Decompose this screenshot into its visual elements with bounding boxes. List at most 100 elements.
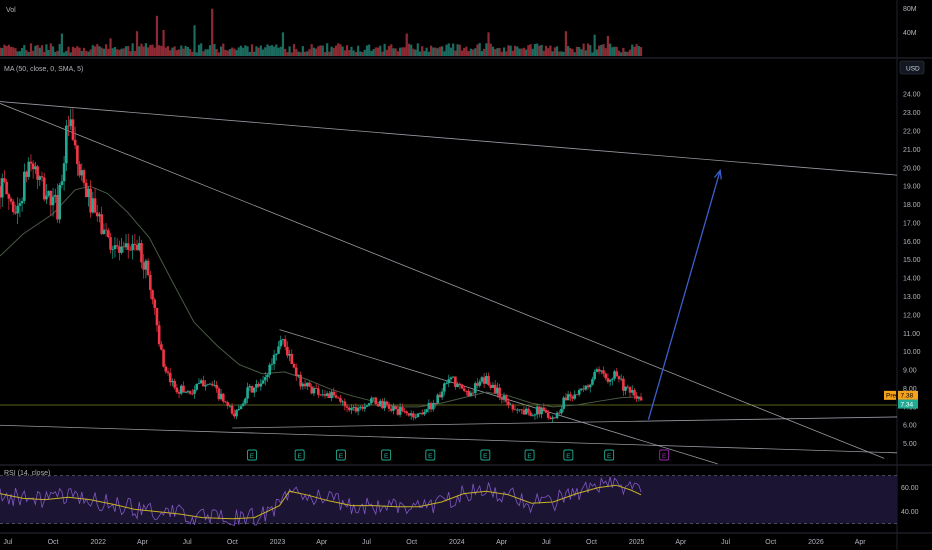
candle-body [38, 176, 42, 180]
rsi-indicator-label[interactable]: RSI (14, close) [4, 470, 50, 477]
candle-body [118, 246, 121, 253]
x-tick-label: Apr [316, 539, 328, 546]
candle-body [509, 404, 512, 406]
volume-bar [460, 50, 464, 56]
volume-bar [34, 45, 37, 56]
volume-bar [480, 51, 483, 56]
volume-bar [478, 43, 481, 56]
volume-bar [270, 45, 273, 56]
candle-body [210, 383, 214, 386]
candle-body [69, 119, 73, 126]
volume-bar [352, 50, 355, 56]
candle-body [155, 307, 159, 326]
volume-bar [436, 48, 439, 56]
volume-bar [116, 49, 119, 56]
candle-body [179, 385, 183, 394]
candle-body [40, 176, 44, 178]
pre-market-price-value: 7.38 [901, 393, 914, 400]
candle-body [418, 412, 422, 414]
candle-body [564, 397, 568, 401]
volume-bar [485, 43, 488, 56]
volume-bar [43, 51, 46, 56]
candle-body [303, 383, 307, 387]
candle-body [11, 201, 15, 213]
candle-body [491, 384, 495, 388]
price-tick-label: 10.00 [903, 349, 921, 356]
volume-bar [248, 51, 251, 56]
candle-body [456, 383, 459, 388]
volume-bar [135, 31, 139, 56]
candle-body [51, 196, 55, 206]
candle-body [294, 367, 298, 376]
candle-body [633, 390, 636, 396]
volume-bar [376, 47, 380, 56]
candle-body [58, 185, 61, 220]
candle-body [628, 387, 632, 393]
volume-bar [292, 44, 296, 56]
candle-body [531, 415, 535, 417]
volume-bar [153, 47, 156, 56]
volume-bar [149, 44, 152, 56]
volume-bar [639, 47, 643, 56]
x-tick-label: Oct [406, 539, 417, 546]
candle-body [5, 181, 8, 195]
rsi-tick-label: 60.00 [901, 485, 919, 492]
volume-bar [410, 44, 413, 56]
candle-body [334, 395, 338, 398]
price-tick-label: 12.00 [903, 312, 921, 319]
volume-bar [465, 46, 468, 56]
candle-body [423, 411, 426, 415]
volume-bar [359, 51, 362, 56]
candle-body [387, 404, 391, 409]
volume-bar [330, 46, 333, 56]
candle-body [615, 371, 619, 377]
volume-bar [637, 45, 640, 56]
volume-bar [502, 47, 506, 56]
currency-badge[interactable] [899, 60, 925, 75]
volume-bar [257, 47, 260, 56]
candle-body [279, 340, 283, 347]
candle-body [317, 388, 320, 395]
candle-body [553, 417, 557, 419]
candle-body [354, 406, 358, 412]
candle-body [389, 408, 393, 411]
candle-body [230, 405, 234, 414]
candle-body [310, 386, 313, 394]
candle-body [233, 413, 236, 417]
volume-bar [626, 51, 629, 56]
candle-body [370, 398, 373, 404]
volume-bar [399, 47, 402, 56]
candle-body [140, 243, 143, 263]
volume-bar [250, 44, 254, 56]
candle-body [597, 369, 601, 372]
candle-body [361, 406, 364, 409]
volume-bar [363, 49, 366, 56]
candle-body [431, 402, 435, 410]
candle-body [571, 396, 574, 399]
volume-bar [23, 45, 26, 56]
candle-body [365, 405, 369, 407]
price-tick-label: 18.00 [903, 202, 921, 209]
candle-body [544, 409, 548, 413]
earnings-marker-label: E [483, 453, 488, 460]
volume-bar [385, 49, 388, 56]
candle-body [261, 380, 265, 384]
candle-body [126, 243, 130, 250]
volume-bar [219, 46, 223, 56]
candle-body [102, 229, 106, 234]
candle-body [104, 229, 108, 231]
candle-body [29, 161, 33, 164]
candle-body [599, 370, 603, 372]
candle-body [197, 383, 201, 385]
volume-bar [491, 46, 495, 56]
x-tick-label: Apr [855, 539, 867, 546]
currency-label[interactable]: USD [906, 66, 920, 73]
volume-bar [611, 47, 614, 56]
volume-bar [184, 45, 187, 56]
volume-bar [147, 47, 150, 56]
ma-indicator-label[interactable]: MA (50, close, 0, SMA, 5) [4, 66, 83, 73]
earnings-marker-label: E [250, 453, 255, 460]
candle-body [319, 394, 322, 396]
